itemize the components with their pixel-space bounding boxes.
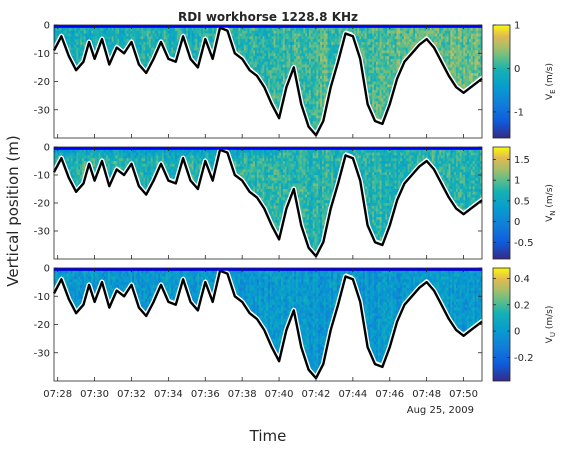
x-tick-label: 07:50 — [449, 389, 478, 400]
colorbar-v_n: 1.5 1 0.5 0 -0.5 VN (m/s) — [492, 146, 557, 260]
colorbar-label: VU (m/s) — [545, 306, 557, 344]
y-tick-label: -30 — [34, 105, 50, 116]
colorbar-tick-label: 0.2 — [514, 300, 530, 311]
y-tick-label: -30 — [34, 227, 50, 238]
seabed-line — [52, 269, 483, 380]
y-tick-label: -20 — [34, 77, 50, 88]
x-tick-label: 07:46 — [375, 389, 404, 400]
colorbar-scale — [492, 146, 511, 260]
y-tick-label: -10 — [34, 171, 50, 182]
colorbar-scale — [492, 267, 511, 382]
colorbar-tick-label: 1.5 — [514, 155, 530, 166]
y-tick-label: 0 — [44, 264, 50, 275]
x-tick-label: 07:28 — [43, 389, 72, 400]
colorbar-tick-label: 0 — [514, 217, 520, 228]
chart-title: RDI workhorse 1228.8 KHz — [178, 10, 358, 24]
x-tick-label: 07:42 — [302, 389, 331, 400]
colorbar-label: VN (m/s) — [545, 184, 557, 222]
colorbar-tick-label: 0 — [514, 327, 520, 338]
colorbar-tick-label: -0.2 — [514, 353, 534, 364]
panel-v-n: 0 -10 -20 -30 1.5 1 0.5 0 -0.5 VN (m/s) — [34, 143, 557, 260]
x-tick-labels: 07:28 07:30 07:32 07:34 07:36 07:38 07:40 07:42… — [43, 389, 478, 400]
colorbar-v_u: 0.4 0.2 0 -0.2 VU (m/s) — [492, 267, 557, 382]
x-tick-label: 07:36 — [191, 389, 220, 400]
y-tick-label: -30 — [34, 348, 50, 359]
y-tick-label: 0 — [44, 143, 50, 154]
x-tick-label: 07:44 — [338, 389, 367, 400]
colorbar-v_e: 1 0 -1 VE (m/s) — [492, 21, 557, 139]
seabed-line — [52, 148, 483, 258]
colorbar-label: VE (m/s) — [545, 63, 557, 100]
y-tick-label: 0 — [44, 21, 50, 32]
panel-v-e: 0 -10 -20 -30 1 0 -1 VE (m/s) — [34, 21, 557, 139]
x-tick-label: 07:48 — [412, 389, 441, 400]
x-tick-label: 07:38 — [228, 389, 257, 400]
panel-v-u: 0 -10 -20 -30 0.4 0.2 0 -0.2 VU (m/s) — [34, 264, 557, 382]
y-tick-label: -10 — [34, 49, 50, 60]
colorbar-scale — [492, 24, 511, 139]
y-tick-label: -20 — [34, 199, 50, 210]
x-axis-label: Time — [249, 427, 287, 445]
colorbar-tick-label: -1 — [514, 107, 524, 118]
x-tick-label: 07:40 — [265, 389, 294, 400]
x-tick-label: 07:32 — [117, 389, 146, 400]
colorbar-tick-label: 1 — [514, 21, 520, 32]
colorbar-tick-label: 0.4 — [514, 274, 530, 285]
colorbar-tick-label: -0.5 — [514, 238, 534, 249]
seabed-line — [52, 26, 483, 137]
colorbar-tick-label: 0.5 — [514, 196, 530, 207]
y-axis-label: Vertical position (m) — [4, 135, 22, 286]
colorbar-tick-label: 1 — [514, 176, 520, 187]
colorbar-tick-label: 0 — [514, 64, 520, 75]
x-tick-label: 07:30 — [80, 389, 109, 400]
y-tick-label: -20 — [34, 320, 50, 331]
x-tick-label: 07:34 — [154, 389, 183, 400]
y-tick-label: -10 — [34, 292, 50, 303]
date-label: Aug 25, 2009 — [407, 405, 474, 416]
